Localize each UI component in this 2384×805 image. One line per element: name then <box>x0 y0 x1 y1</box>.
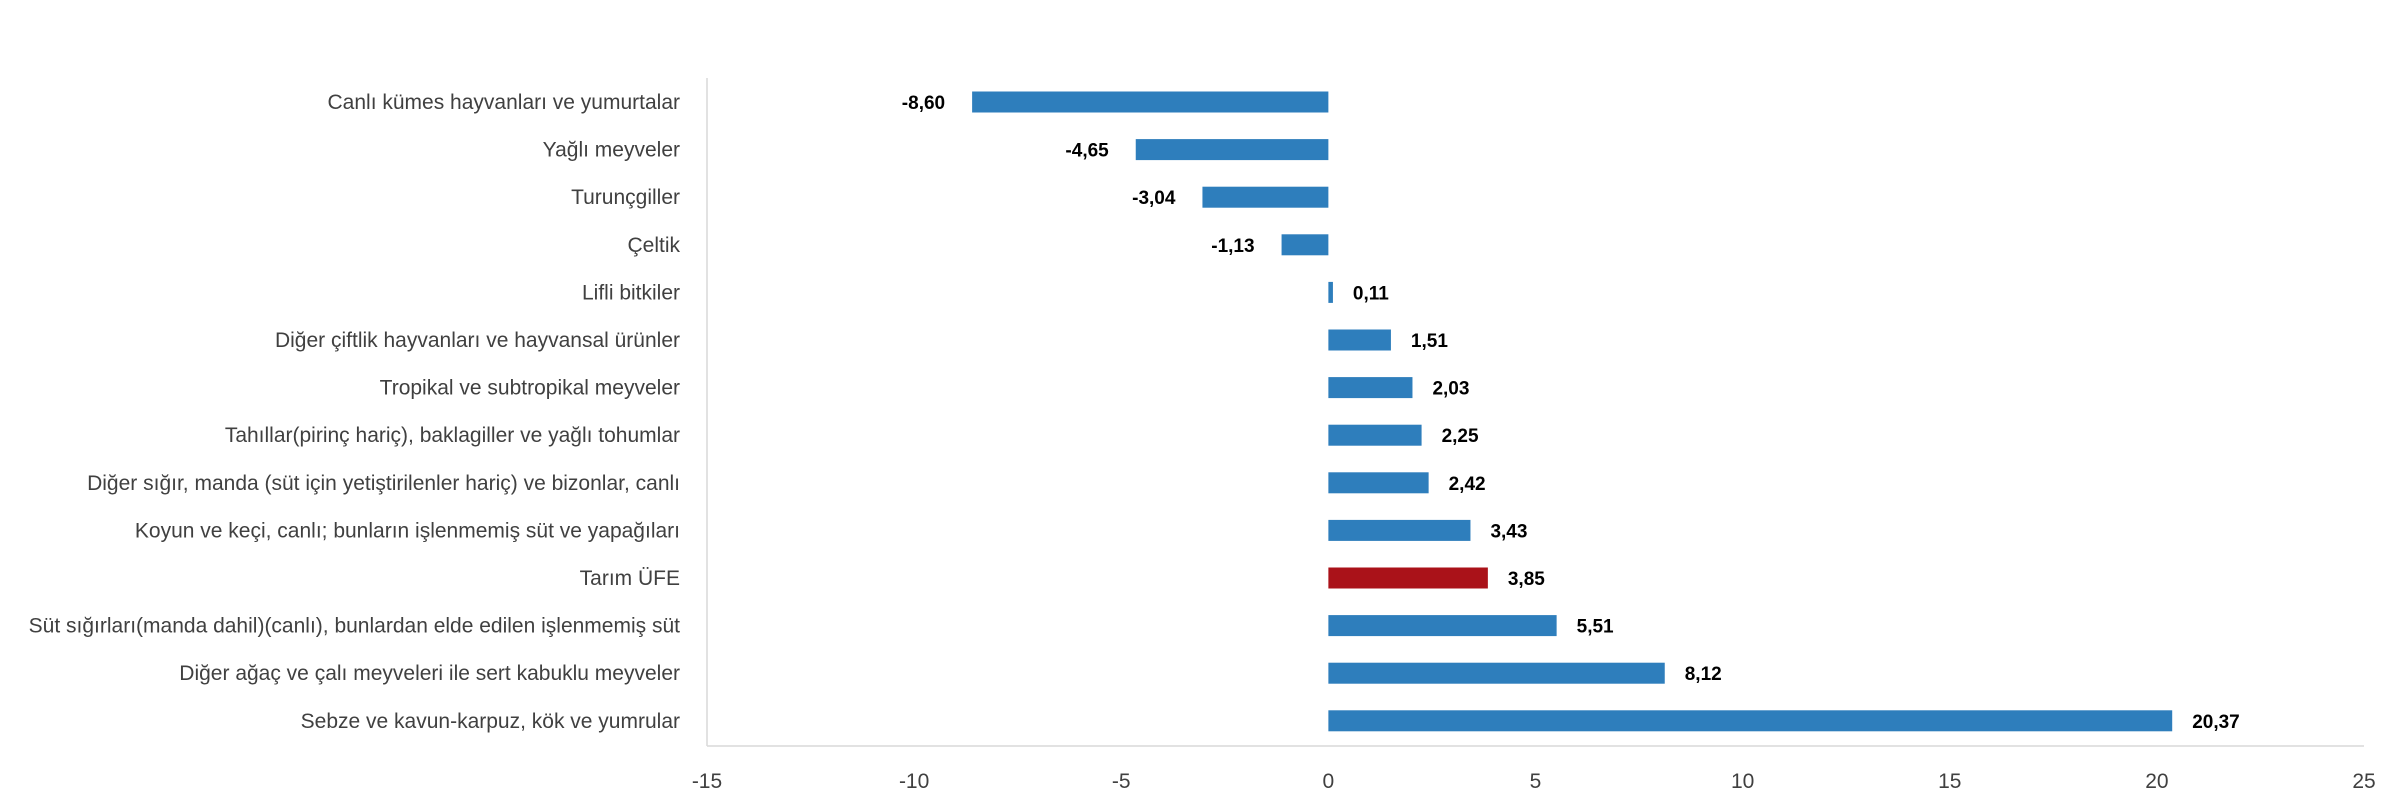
bar <box>1328 615 1557 637</box>
category-label: Tahıllar(pirinç hariç), baklagiller ve y… <box>225 424 680 447</box>
x-tick-label: -10 <box>899 770 929 793</box>
bar <box>1328 424 1422 446</box>
data-label: -8,60 <box>902 93 945 114</box>
x-tick-label: 20 <box>2145 770 2168 793</box>
category-labels: Canlı kümes hayvanları ve yumurtalar Yağl… <box>29 91 681 733</box>
category-label: Çeltik <box>627 234 680 257</box>
x-tick-label: 0 <box>1323 770 1335 793</box>
data-label: 5,51 <box>1577 617 1614 638</box>
data-label: -3,04 <box>1132 188 1176 209</box>
data-labels: -8,60 -4,65 -3,04 -1,13 0,11 1,51 2,03 2,25 2,42… <box>902 93 2240 733</box>
category-label: Canlı kümes hayvanları ve yumurtalar <box>328 91 680 114</box>
category-label: Yağlı meyveler <box>543 139 680 162</box>
category-label: Turunçgiller <box>571 186 680 209</box>
x-tick-label: 25 <box>2352 770 2375 793</box>
data-label: 3,43 <box>1490 521 1527 542</box>
bar <box>1328 710 2173 732</box>
bar <box>1328 472 1429 494</box>
category-label: Diğer çiftlik hayvanları ve hayvansal ür… <box>275 329 680 352</box>
bar <box>972 91 1329 113</box>
data-label: 2,25 <box>1442 426 1479 447</box>
x-tick-label: 5 <box>1530 770 1542 793</box>
x-tick-label: 15 <box>1938 770 1961 793</box>
bar <box>1328 567 1488 589</box>
bar <box>1281 234 1329 256</box>
data-label: 0,11 <box>1353 283 1389 304</box>
data-label: 2,03 <box>1432 379 1469 400</box>
bar <box>1328 377 1413 399</box>
data-label: 2,42 <box>1449 474 1486 495</box>
data-label: 1,51 <box>1411 331 1448 352</box>
data-label: 8,12 <box>1685 664 1722 685</box>
bar <box>1328 662 1665 684</box>
bar <box>1328 281 1333 303</box>
data-label: 3,85 <box>1508 569 1545 590</box>
x-tick-label: 10 <box>1731 770 1754 793</box>
data-label: -1,13 <box>1211 236 1254 257</box>
bar <box>1328 519 1471 541</box>
axes: -15 -10 -5 0 5 10 15 20 25 <box>692 78 2376 793</box>
bar <box>1202 186 1329 208</box>
bar <box>1328 329 1391 351</box>
x-tick-label: -5 <box>1112 770 1131 793</box>
category-label: Koyun ve keçi, canlı; bunların işlenmemi… <box>135 519 680 542</box>
category-label: Tarım ÜFE <box>580 567 680 590</box>
category-label: Sebze ve kavun-karpuz, kök ve yumrular <box>301 710 680 733</box>
bars-layer <box>972 91 2173 732</box>
bar <box>1135 139 1329 161</box>
category-label: Diğer sığır, manda (süt için yetiştirile… <box>87 472 680 495</box>
category-label: Tropikal ve subtropikal meyveler <box>380 377 680 400</box>
data-label: -4,65 <box>1065 141 1109 162</box>
category-label: Süt sığırları(manda dahil)(canlı), bunla… <box>29 615 680 638</box>
data-label: 20,37 <box>2192 712 2240 733</box>
category-label: Lifli bitkiler <box>582 281 680 304</box>
x-tick-label: -15 <box>692 770 722 793</box>
category-label: Diğer ağaç ve çalı meyveleri ile sert ka… <box>179 662 680 685</box>
